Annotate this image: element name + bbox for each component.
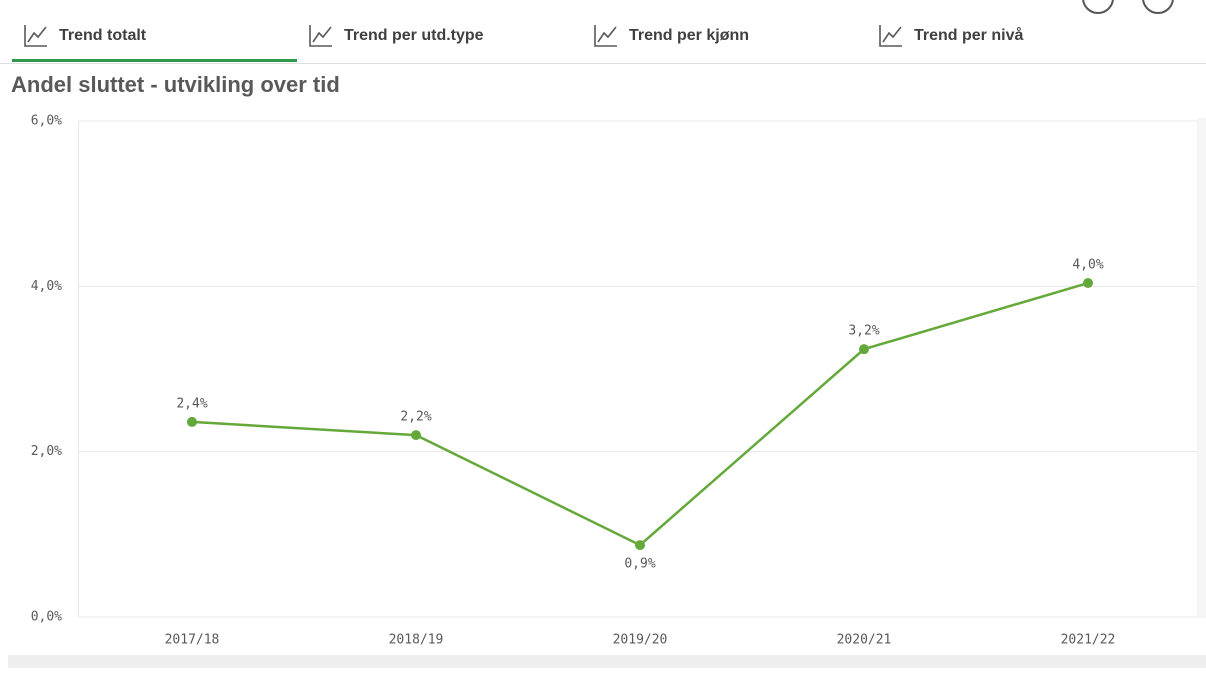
y-tick-label: 2,0% — [31, 444, 62, 459]
tab-icon — [24, 25, 47, 47]
data-point — [635, 540, 645, 551]
tab-label: Trend totalt — [59, 27, 147, 44]
scroll-strip — [1197, 118, 1206, 618]
tab[interactable]: Trend per nivå — [879, 25, 1023, 47]
y-tick-label: 4,0% — [31, 279, 62, 294]
tab[interactable]: Trend per kjønn — [594, 25, 749, 47]
y-tick-label: 6,0% — [31, 114, 62, 129]
toolbar-button[interactable] — [1082, 0, 1114, 14]
chart: 0,0% 2,0% 4,0% 6,0% 2017/18 2018/19 2019/20 202… — [31, 114, 1197, 648]
y-tick-label: 0,0% — [31, 610, 62, 625]
data-label: 3,2% — [848, 324, 879, 339]
x-tick-label: 2021/22 — [1061, 633, 1116, 648]
data-label: 2,2% — [400, 410, 431, 425]
data-point — [1083, 278, 1093, 289]
active-tab-indicator — [12, 59, 297, 62]
tab[interactable]: Trend per utd.type — [309, 25, 484, 47]
scrollbar — [8, 655, 1206, 668]
tab-icon — [594, 25, 617, 47]
tab-label: Trend per utd.type — [344, 27, 484, 44]
chart-title: Andel sluttet - utvikling over tid — [11, 72, 340, 97]
x-tick-label: 2020/21 — [837, 633, 892, 648]
tab[interactable]: Trend totalt — [24, 25, 147, 47]
x-tick-label: 2019/20 — [613, 633, 668, 648]
data-label: 4,0% — [1072, 258, 1103, 273]
tab-icon — [597, 26, 617, 43]
x-tick-label: 2018/19 — [389, 633, 444, 648]
tab-icon — [27, 26, 47, 43]
x-tick-label: 2017/18 — [165, 633, 220, 648]
tab-icon — [879, 25, 902, 47]
data-label: 0,9% — [624, 557, 655, 572]
toolbar-button[interactable] — [1142, 0, 1174, 14]
tab-icon — [309, 25, 332, 47]
plot-area — [78, 118, 1198, 618]
data-point — [411, 430, 421, 441]
tab-bar: Trend totalt Trend per utd.type Trend per … — [24, 25, 1023, 47]
tab-label: Trend per kjønn — [629, 27, 749, 44]
tab-label: Trend per nivå — [914, 26, 1023, 44]
data-label: 2,4% — [176, 396, 207, 411]
tab-icon — [882, 26, 902, 43]
data-point — [859, 344, 869, 355]
tab-icon — [312, 26, 332, 43]
data-point — [187, 416, 197, 427]
